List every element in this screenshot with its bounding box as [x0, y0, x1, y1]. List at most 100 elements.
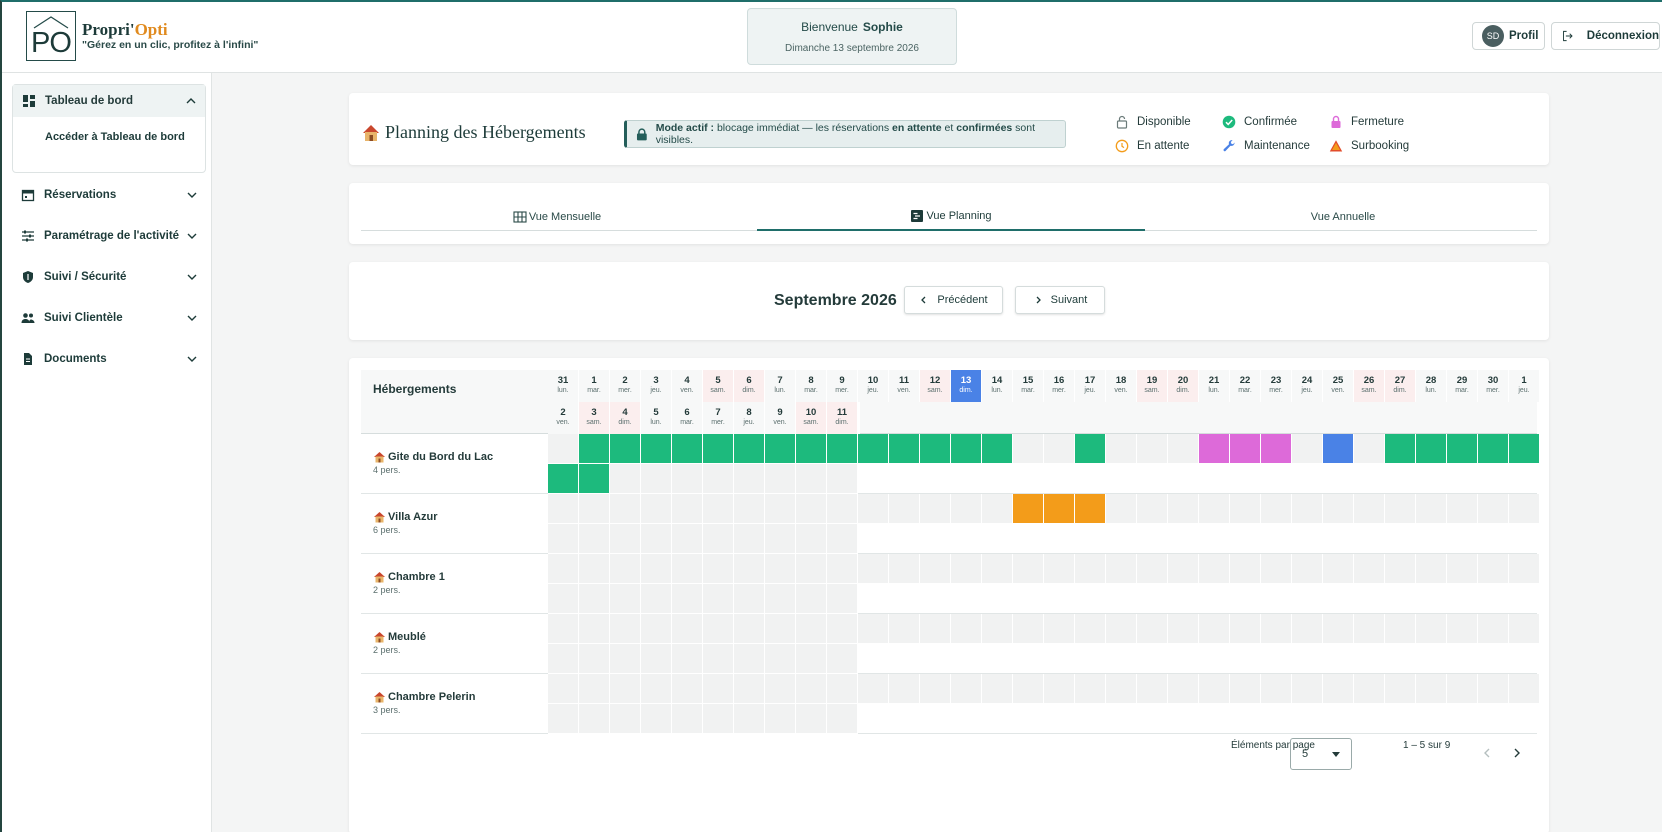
next-button[interactable]: Suivant: [1015, 286, 1105, 314]
day-cell[interactable]: [548, 464, 579, 494]
day-cell[interactable]: [610, 674, 641, 704]
day-cell[interactable]: [1230, 434, 1261, 464]
day-cell[interactable]: [703, 644, 734, 674]
day-cell[interactable]: [548, 494, 579, 524]
day-cell[interactable]: [641, 584, 672, 614]
day-cell[interactable]: [734, 584, 765, 614]
per-page-select[interactable]: 5: [1290, 738, 1352, 770]
day-cell[interactable]: [827, 434, 858, 464]
day-cell[interactable]: [1292, 614, 1323, 644]
day-cell[interactable]: [765, 494, 796, 524]
day-cell[interactable]: [796, 434, 827, 464]
day-cell[interactable]: [734, 644, 765, 674]
day-cell[interactable]: [1013, 554, 1044, 584]
day-cell[interactable]: [1292, 494, 1323, 524]
day-cell[interactable]: [1013, 674, 1044, 704]
day-cell[interactable]: [1106, 674, 1137, 704]
day-cell[interactable]: [703, 584, 734, 614]
day-cell[interactable]: [765, 464, 796, 494]
day-cell[interactable]: [610, 524, 641, 554]
day-cell[interactable]: [827, 674, 858, 704]
day-cell[interactable]: [703, 494, 734, 524]
day-cell[interactable]: [1478, 674, 1509, 704]
day-cell[interactable]: [1447, 674, 1478, 704]
day-cell[interactable]: [765, 644, 796, 674]
day-cell[interactable]: [579, 524, 610, 554]
day-cell[interactable]: [796, 644, 827, 674]
day-cell[interactable]: [982, 434, 1013, 464]
day-cell[interactable]: [1106, 434, 1137, 464]
day-cell[interactable]: [1292, 674, 1323, 704]
sidebar-item-clients[interactable]: Suivi Clientèle: [12, 302, 206, 334]
day-cell[interactable]: [548, 584, 579, 614]
day-cell[interactable]: [641, 464, 672, 494]
day-cell[interactable]: [951, 554, 982, 584]
profile-button[interactable]: SD Profil: [1472, 22, 1545, 50]
day-cell[interactable]: [827, 524, 858, 554]
day-cell[interactable]: [610, 554, 641, 584]
day-cell[interactable]: [1509, 554, 1540, 584]
day-cell[interactable]: [889, 434, 920, 464]
day-cell[interactable]: [672, 464, 703, 494]
day-cell[interactable]: [734, 614, 765, 644]
sidebar-item-settings[interactable]: Paramétrage de l'activité: [12, 220, 206, 252]
tab-yearly[interactable]: Vue Annuelle: [1310, 211, 1376, 223]
day-cell[interactable]: [1447, 554, 1478, 584]
day-cell[interactable]: [610, 464, 641, 494]
day-cell[interactable]: [982, 554, 1013, 584]
day-cell[interactable]: [920, 674, 951, 704]
day-cell[interactable]: [703, 674, 734, 704]
day-cell[interactable]: [703, 704, 734, 734]
day-cell[interactable]: [1044, 614, 1075, 644]
day-cell[interactable]: [579, 614, 610, 644]
day-cell[interactable]: [1199, 674, 1230, 704]
day-cell[interactable]: [1447, 494, 1478, 524]
day-cell[interactable]: [1044, 434, 1075, 464]
day-cell[interactable]: [1323, 614, 1354, 644]
day-cell[interactable]: [548, 644, 579, 674]
day-cell[interactable]: [1168, 614, 1199, 644]
day-cell[interactable]: [982, 674, 1013, 704]
day-cell[interactable]: [951, 494, 982, 524]
day-cell[interactable]: [1478, 614, 1509, 644]
day-cell[interactable]: [982, 614, 1013, 644]
day-cell[interactable]: [1354, 614, 1385, 644]
day-cell[interactable]: [920, 614, 951, 644]
day-cell[interactable]: [1509, 674, 1540, 704]
day-cell[interactable]: [1044, 554, 1075, 584]
day-cell[interactable]: [889, 614, 920, 644]
day-cell[interactable]: [1261, 554, 1292, 584]
day-cell[interactable]: [548, 524, 579, 554]
day-cell[interactable]: [1013, 614, 1044, 644]
day-cell[interactable]: [672, 614, 703, 644]
day-cell[interactable]: [703, 614, 734, 644]
day-cell[interactable]: [703, 524, 734, 554]
day-cell[interactable]: [610, 614, 641, 644]
day-cell[interactable]: [1230, 554, 1261, 584]
day-cell[interactable]: [734, 524, 765, 554]
day-cell[interactable]: [1106, 554, 1137, 584]
day-cell[interactable]: [858, 674, 889, 704]
day-cell[interactable]: [796, 554, 827, 584]
day-cell[interactable]: [1075, 434, 1106, 464]
day-cell[interactable]: [1168, 494, 1199, 524]
day-cell[interactable]: [1261, 674, 1292, 704]
day-cell[interactable]: [641, 614, 672, 644]
day-cell[interactable]: [951, 614, 982, 644]
day-cell[interactable]: [1137, 494, 1168, 524]
day-cell[interactable]: [672, 434, 703, 464]
day-cell[interactable]: [982, 494, 1013, 524]
day-cell[interactable]: [672, 554, 703, 584]
day-cell[interactable]: [1044, 674, 1075, 704]
day-cell[interactable]: [1478, 494, 1509, 524]
day-cell[interactable]: [1509, 434, 1540, 464]
day-cell[interactable]: [610, 434, 641, 464]
day-cell[interactable]: [858, 554, 889, 584]
day-cell[interactable]: [827, 464, 858, 494]
chevron-left-icon[interactable]: [1480, 746, 1494, 760]
day-cell[interactable]: [579, 554, 610, 584]
day-cell[interactable]: [796, 584, 827, 614]
day-cell[interactable]: [579, 584, 610, 614]
day-cell[interactable]: [827, 584, 858, 614]
day-cell[interactable]: [1354, 434, 1385, 464]
